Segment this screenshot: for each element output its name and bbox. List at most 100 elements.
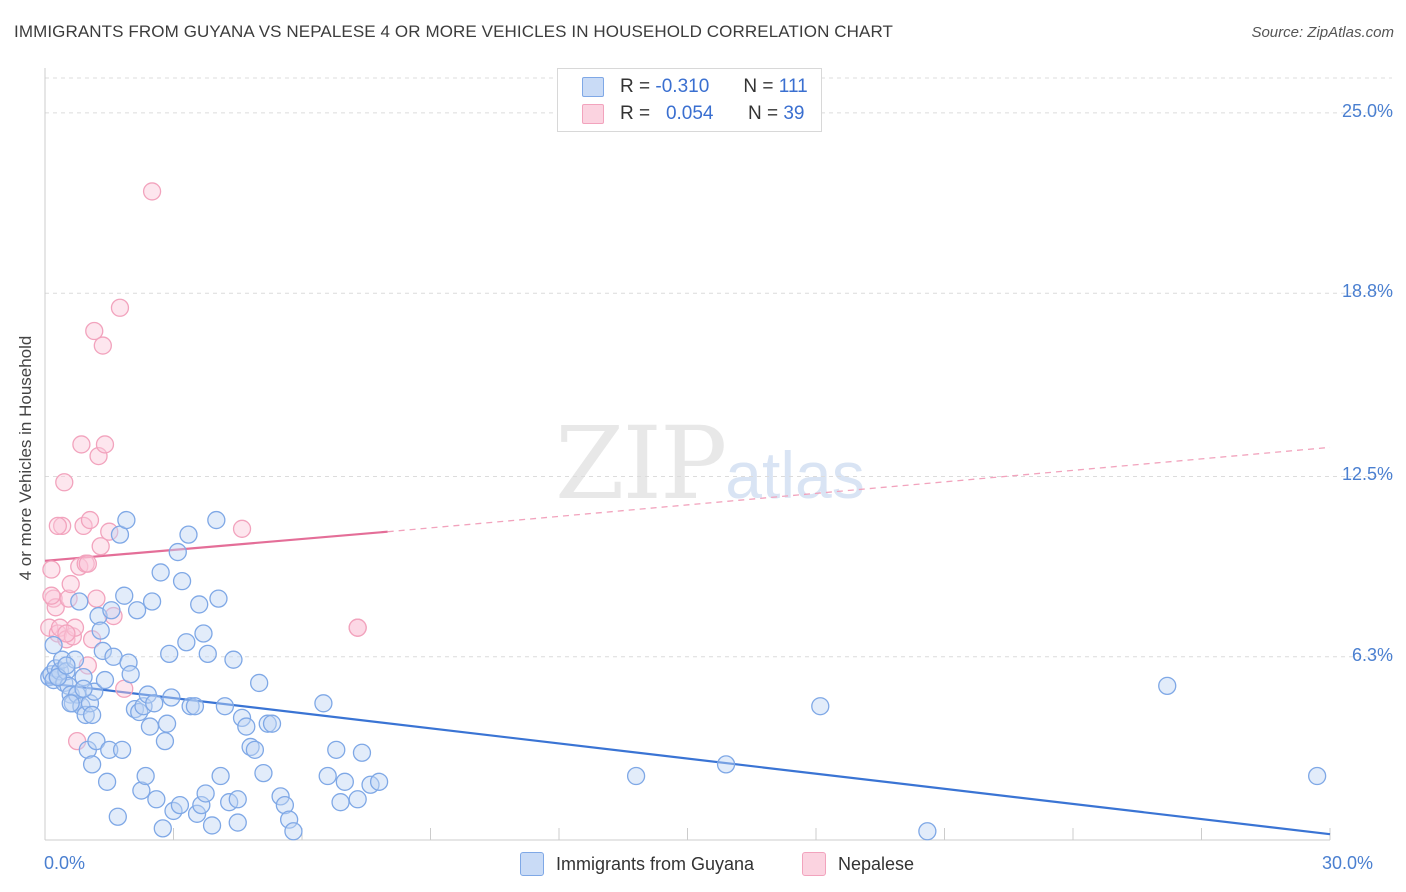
nepalese-point [89,446,108,466]
guyana-point [327,740,346,759]
guyana-point [147,790,166,809]
nepalese-trend-line [44,530,388,562]
nepalese-point [72,435,91,454]
guyana-point [153,819,172,838]
nepalese-point [61,574,80,594]
guyana-point [1308,766,1327,786]
guyana-point [262,714,282,733]
guyana-point [82,705,102,725]
guyana-point [198,644,217,664]
guyana-point [245,740,265,759]
guyana-point [352,743,372,762]
nepalese-points [40,182,367,751]
nepalese-legend-label: Nepalese [838,853,915,874]
guyana-point [192,795,211,815]
legend-item-nepalese: Nepalese [802,852,914,876]
gridlines [45,77,1392,658]
guyana-point [237,717,256,736]
guyana-points [40,510,1327,841]
guyana-legend-swatch [520,852,544,876]
chart-title: IMMIGRANTS FROM GUYANA VS NEPALESE 4 OR … [14,22,894,41]
nepalese-point [142,182,162,201]
legend-row-guyana: R = -0.310 N = 111 [582,75,808,99]
guyana-point [314,694,333,713]
guyana-point [254,763,273,783]
guyana-point [76,705,95,725]
n-value: 111 [778,76,808,97]
nepalese-swatch [582,104,604,124]
guyana-point [155,731,175,751]
guyana-point [97,772,117,791]
guyana-point [140,717,160,736]
guyana-point [215,697,235,716]
guyana-point [127,601,147,620]
guyana-point [93,641,112,661]
y-axis-label: 4 or more Vehicles in Household [16,335,35,581]
guyana-point [716,755,736,774]
guyana-point [100,740,119,759]
n-label: N = [747,103,779,124]
nepalese-point [42,560,61,579]
guyana-point [179,525,198,544]
nepalese-point [348,618,367,637]
guyana-point [369,772,389,791]
nepalese-trend-extension [387,446,1331,533]
nepalese-point [78,554,97,573]
y-tick-18-8: 18.8% [1341,281,1393,302]
guyana-point [185,697,205,716]
nepalese-point [95,435,115,454]
guyana-point [82,755,102,774]
axes [44,68,1331,841]
guyana-point [162,688,181,707]
guyana-point [279,810,299,829]
guyana-point [142,592,162,611]
guyana-point [145,694,164,713]
guyana-point [258,714,277,733]
legend-row-nepalese: R = 0.054 N = 39 [582,102,804,126]
guyana-point [348,790,367,809]
guyana-point [95,670,115,690]
guyana-point [194,624,213,643]
guyana-point [224,650,243,669]
watermark-atlas: atlas [725,438,865,512]
r-value: -0.310 [655,76,710,97]
nepalese-point [57,624,76,643]
guyana-point [275,795,295,815]
source-label: Source: ZipAtlas.com [1251,24,1394,41]
nepalese-point [85,321,104,341]
guyana-point [284,822,303,841]
y-tick-12-5: 12.5% [1341,464,1393,485]
guyana-point [250,673,269,693]
x-tick-max: 30.0% [1322,853,1374,873]
guyana-point [331,793,350,812]
guyana-point [91,621,110,640]
guyana-point [134,697,153,716]
guyana-point [87,731,106,751]
guyana-point [136,766,155,786]
guyana-point [121,665,140,684]
guyana-point [918,822,937,841]
guyana-point [181,697,200,716]
nepalese-point [91,537,110,556]
guyana-point [115,586,134,605]
guyana-point [209,589,228,608]
nepalese-point [110,298,130,317]
nepalese-legend-swatch [802,852,826,876]
guyana-point [626,766,646,786]
guyana-point [228,790,247,809]
watermark: ZIPatlas [555,405,865,522]
guyana-point [70,592,89,611]
guyana-point [207,510,226,530]
guyana-point [102,601,121,620]
nepalese-point [93,336,112,355]
guyana-point [112,740,132,759]
guyana-point [151,563,170,582]
guyana-point [177,633,196,652]
guyana-point [211,766,230,786]
nepalese-point [42,586,61,605]
guyana-point [318,766,337,786]
guyana-point [228,813,247,832]
trend-lines [44,446,1331,836]
n-label: N = [743,76,774,97]
